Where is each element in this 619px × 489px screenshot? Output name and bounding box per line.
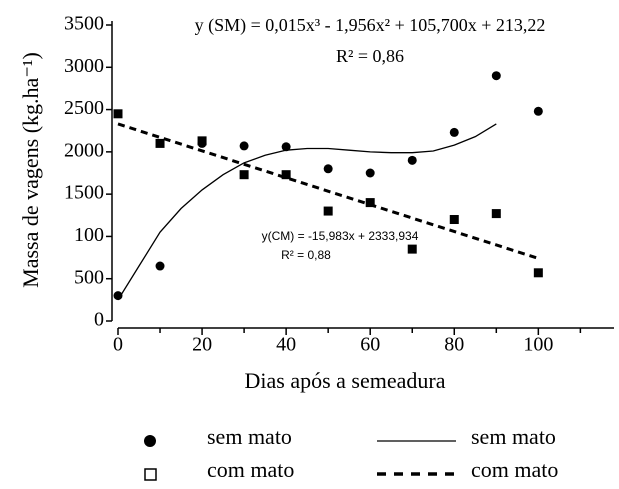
y-tick-label: 500 [74,266,104,288]
x-tick-label: 40 [276,334,296,356]
point [449,215,459,225]
point [197,136,207,146]
equation-cm: y(CM) = -15,983x + 2333,934 [262,229,419,243]
x-tick-label: 60 [360,334,380,356]
legend-marker [144,468,157,481]
r2-cm: R² = 0,88 [281,248,331,262]
point [407,244,417,254]
point [323,206,333,216]
y-tick-label: 1500 [64,182,104,204]
point [365,198,375,208]
point [239,141,249,151]
x-tick-label: 100 [523,334,553,356]
point [281,142,291,152]
y-tick-label: 100 [74,224,104,246]
legend-label: sem mato [207,424,292,449]
y-tick-label: 2500 [64,97,104,119]
legend-label: com mato [471,457,558,482]
point [491,209,501,219]
point [281,170,291,180]
y-tick-label: 3500 [64,13,104,35]
point [113,291,123,301]
point [533,268,543,278]
fit-line [117,122,539,260]
y-tick-label: 2000 [64,139,104,161]
x-tick-label: 0 [113,334,123,356]
point [491,71,501,81]
x-tick-label: 80 [444,334,464,356]
legend-label: sem mato [471,424,556,449]
fit-line [117,123,497,301]
point [365,168,375,178]
point [533,106,543,116]
y-tick-label: 3000 [64,55,104,77]
point [407,155,417,165]
point [155,261,165,271]
y-tick-label: 0 [94,309,104,331]
legend-marker [144,435,156,447]
equation-sm: y (SM) = 0,015x³ - 1,956x² + 105,700x + … [195,15,546,36]
legend-label: com mato [207,457,294,482]
y-axis-title: Massa de vagens (kg.ha⁻¹) [18,52,43,288]
point [155,138,165,148]
point [239,170,249,180]
x-axis-title: Dias após a semeadura [245,368,446,393]
r2-sm: R² = 0,86 [336,46,404,66]
point [323,164,333,174]
point [449,127,459,137]
point [113,109,123,119]
x-tick-label: 20 [192,334,212,356]
